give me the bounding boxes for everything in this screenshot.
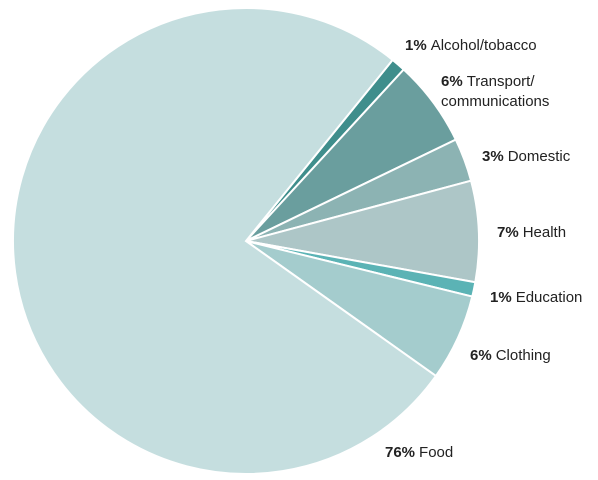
- value-label: 6%: [441, 73, 463, 90]
- category-label: Food: [419, 444, 454, 461]
- value-label: 3%: [482, 148, 504, 165]
- category-label: Health: [522, 224, 567, 241]
- slice-label: 6% Transport/ communications: [441, 72, 591, 112]
- value-label: 76%: [385, 444, 416, 461]
- slice-label: 1% Education: [490, 288, 582, 308]
- value-label: 6%: [470, 347, 492, 364]
- value-label: 7%: [497, 224, 519, 241]
- category-label: Transport/ communications: [441, 73, 550, 110]
- slice-label: 76% Food: [385, 443, 453, 463]
- slice-label: 6% Clothing: [470, 346, 551, 366]
- pie-slice: [12, 7, 438, 475]
- value-label: 1%: [405, 37, 427, 54]
- category-label: Alcohol/tobacco: [430, 37, 537, 54]
- category-label: Domestic: [507, 148, 571, 165]
- category-label: Clothing: [495, 347, 551, 364]
- pie-slice: [245, 179, 480, 284]
- value-label: 1%: [490, 289, 512, 306]
- slice-label: 1% Alcohol/tobacco: [405, 36, 537, 56]
- slice-label: 7% Health: [497, 223, 566, 243]
- category-label: Education: [515, 289, 583, 306]
- slice-label: 3% Domestic: [482, 147, 570, 167]
